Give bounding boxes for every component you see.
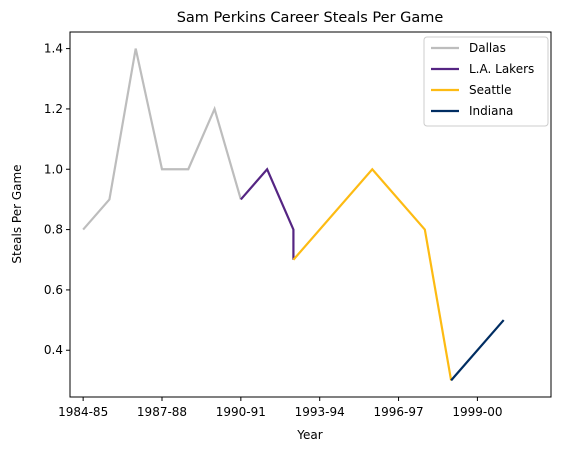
y-tick-label: 0.6 [44, 283, 63, 297]
x-tick-label: 1987-88 [137, 405, 187, 419]
legend-label: Dallas [469, 41, 506, 55]
y-tick-label: 1.4 [44, 42, 63, 56]
y-tick-label: 0.4 [44, 343, 63, 357]
legend-label: Seattle [469, 83, 511, 97]
y-tick-label: 1.2 [44, 102, 63, 116]
legend-label: L.A. Lakers [469, 62, 534, 76]
x-tick-label: 1990-91 [216, 405, 266, 419]
y-tick-label: 0.8 [44, 223, 63, 237]
y-tick-label: 1.0 [44, 162, 63, 176]
series-line-l-a-lakers [240, 167, 295, 260]
x-axis-label: Year [296, 428, 322, 442]
x-tick-label: 1984-85 [58, 405, 108, 419]
legend: Dallas L.A. Lakers Seattle Indiana [423, 36, 549, 127]
legend-box [423, 36, 549, 127]
x-tick-label: 1993-94 [295, 405, 345, 419]
x-tick-label: 1996-97 [373, 405, 423, 419]
y-axis-ticks: 0.4 0.6 0.8 1.0 1.2 1.4 [44, 42, 70, 357]
series-line-seattle [292, 167, 453, 381]
series-line-dallas [82, 48, 242, 231]
legend-label: Indiana [469, 104, 513, 118]
chart-title: Sam Perkins Career Steals Per Game [177, 10, 444, 26]
plot-lines [82, 48, 505, 382]
x-tick-label: 1999-00 [452, 405, 502, 419]
plot-frame [69, 31, 552, 398]
series-line-indiana [450, 319, 505, 382]
x-axis-ticks: 1984-85 1987-88 1990-91 1993-94 1996-97 1999-… [58, 397, 502, 419]
y-axis-label: Steals Per Game [10, 164, 24, 263]
